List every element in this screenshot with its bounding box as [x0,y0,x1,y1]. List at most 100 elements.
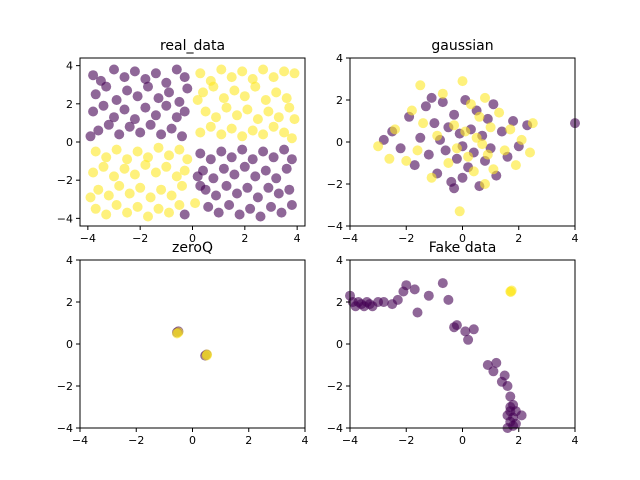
point-2-1-2 [172,328,182,339]
point-3-0-23 [463,334,474,345]
point-0-1-75 [143,211,153,222]
point-0-1-77 [164,207,174,218]
xtick-label-2-0: −4 [72,434,88,447]
point-1-1-33 [525,147,535,158]
point-3-1-2 [505,286,516,297]
ytick-label-1-3: 2 [336,94,343,107]
point-0-0-61 [211,190,221,201]
point-0-0-69 [195,180,206,191]
point-0-1-32 [216,129,227,140]
point-1-0-26 [482,113,493,124]
point-0-1-71 [101,209,112,220]
point-0-0-59 [192,171,203,182]
point-3-0-12 [392,294,403,305]
xtick-label-0-2: 0 [189,232,196,245]
point-0-0-52 [218,163,229,174]
point-1-1-3 [406,105,417,116]
panel-1: −4 −2 0 2 4 −4 −2 0 2 4 gaussian [327,38,580,245]
point-0-0-33 [124,121,135,132]
xtick-label-3-1: −2 [398,434,414,447]
point-1-0-14 [449,109,460,120]
point-0-1-27 [273,112,284,123]
ytick-label-3-0: −4 [327,422,343,435]
point-0-0-44 [237,144,248,155]
point-1-0-4 [415,132,426,143]
point-0-0-48 [279,144,290,155]
point-3-0-27 [491,357,502,368]
point-3-0-17 [423,290,434,301]
point-0-0-31 [103,119,114,130]
point-0-0-2 [109,64,119,75]
point-3-0-19 [443,294,454,305]
point-1-1-9 [443,158,454,168]
point-1-1-1 [390,124,400,135]
point-0-0-77 [276,207,287,218]
point-0-1-54 [129,169,140,180]
point-0-1-49 [182,154,193,165]
point-0-1-70 [90,203,101,214]
point-0-0-45 [247,154,258,165]
point-0-0-51 [208,173,219,184]
point-0-0-56 [260,165,271,176]
axes-frame-2 [79,259,306,429]
point-0-1-9 [289,68,300,79]
point-0-0-54 [239,161,250,172]
point-1-0-35 [449,183,460,194]
point-3-0-30 [502,381,513,391]
point-3-0-16 [412,307,423,318]
point-0-1-22 [221,102,232,113]
point-1-1-10 [449,120,460,131]
point-0-1-6 [258,64,269,75]
point-0-0-6 [150,68,161,79]
point-1-0-30 [496,126,507,137]
point-3-0-21 [451,320,462,331]
point-1-1-23 [488,164,499,175]
point-1-1-25 [499,145,510,156]
point-1-0-7 [429,118,440,129]
xtick-label-1-3: 2 [515,232,522,245]
point-0-1-61 [103,190,114,201]
point-0-1-5 [247,74,258,84]
point-0-1-65 [145,192,156,203]
point-0-0-35 [145,119,156,130]
point-1-1-18 [474,111,485,122]
point-1-1-24 [494,107,505,118]
xtick-label-0-4: 4 [294,232,301,245]
point-0-0-55 [250,171,261,182]
xtick-label-2-3: 2 [245,434,252,447]
point-0-0-37 [166,123,177,134]
point-0-1-28 [284,102,295,113]
ytick-label-0-4: 4 [66,60,73,73]
point-1-1-13 [460,126,471,137]
point-0-1-76 [153,203,164,214]
point-1-1-27 [510,160,521,171]
point-0-0-16 [153,93,164,104]
point-0-1-62 [114,180,125,191]
point-0-0-39 [85,131,96,142]
point-0-1-3 [226,72,237,83]
point-1-1-4 [412,145,423,156]
point-0-0-32 [114,129,125,140]
axes-frame-3 [349,259,576,429]
point-0-1-29 [289,114,300,125]
point-0-1-31 [205,121,216,132]
ytick-label-2-0: −4 [57,422,73,435]
point-0-0-19 [182,83,193,94]
point-1-1-29 [527,118,538,129]
point-0-1-2 [216,64,227,75]
point-0-0-13 [122,85,133,96]
point-0-1-17 [271,87,282,98]
point-0-1-14 [239,91,250,102]
point-0-0-23 [119,104,130,115]
point-0-0-49 [286,154,297,165]
point-1-0-10 [437,97,448,108]
point-0-1-38 [279,127,290,138]
chart-title-1: gaussian [431,38,493,54]
point-0-0-75 [255,211,266,222]
point-0-1-0 [195,68,206,79]
ytick-label-1-1: −2 [327,178,343,191]
point-0-0-70 [203,201,214,212]
xtick-label-2-1: −2 [128,434,144,447]
point-1-1-5 [418,118,429,129]
point-3-0-26 [488,366,499,377]
